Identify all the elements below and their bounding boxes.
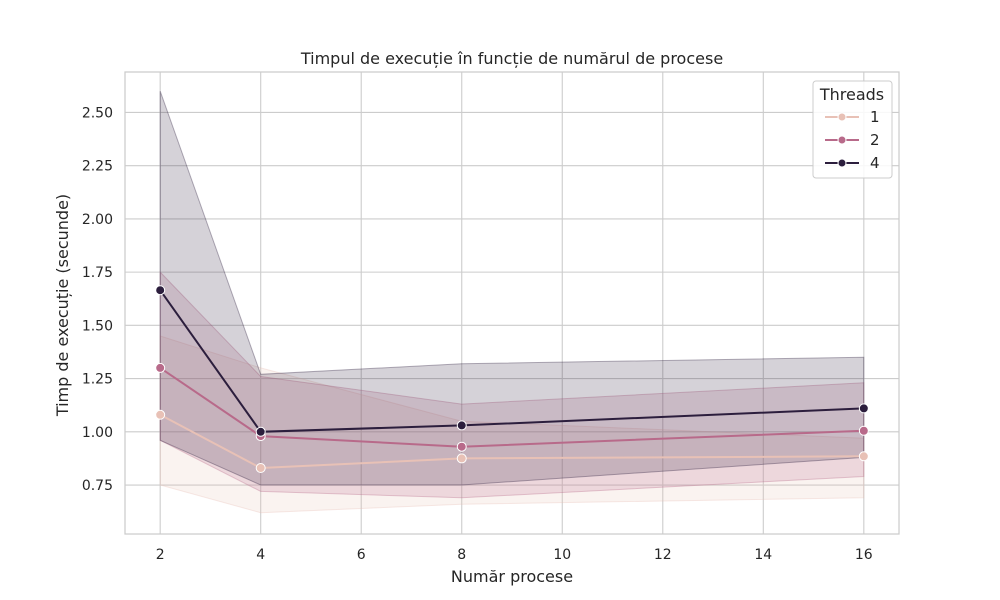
y-tick-label: 2.50 xyxy=(82,105,113,121)
series-lines xyxy=(159,289,864,470)
data-point-4 xyxy=(255,426,266,437)
x-tick-label: 2 xyxy=(156,547,165,563)
legend-marker-4 xyxy=(837,158,847,168)
series-line-4 xyxy=(159,289,864,433)
x-tick-label: 14 xyxy=(754,547,772,563)
data-point-4 xyxy=(155,285,166,296)
x-tick-label: 8 xyxy=(457,547,466,563)
legend-box xyxy=(812,80,893,179)
y-tick-label: 1.50 xyxy=(82,318,113,334)
y-tick-label: 1.00 xyxy=(82,425,113,441)
y-tick-label: 0.75 xyxy=(82,478,113,494)
data-point-4 xyxy=(858,403,869,414)
confidence-bands xyxy=(159,91,865,514)
ci-band-2 xyxy=(159,270,865,499)
data-point-1 xyxy=(155,409,166,420)
y-tick-label: 1.75 xyxy=(82,265,113,281)
x-tick-label: 12 xyxy=(654,547,672,563)
legend-label-1: 1 xyxy=(870,108,880,126)
chart-title: Timpul de execuție în funcție de numărul… xyxy=(300,49,723,68)
legend-marker-1 xyxy=(837,112,847,122)
x-tick-label: 4 xyxy=(256,547,265,563)
data-point-2 xyxy=(456,441,467,452)
plot-frame xyxy=(124,71,900,535)
x-tick-labels: 2 4 6 8 10 12 14 16 xyxy=(156,547,873,563)
data-point-2 xyxy=(858,425,869,436)
data-point-1 xyxy=(858,451,869,462)
x-axis-title: Număr procese xyxy=(451,567,573,586)
data-point-4 xyxy=(456,420,467,431)
x-tick-label: 16 xyxy=(855,547,873,563)
legend-label-4: 4 xyxy=(870,154,880,172)
legend-marker-2 xyxy=(837,135,847,145)
legend-title: Threads xyxy=(819,85,884,104)
x-tick-label: 10 xyxy=(553,547,571,563)
y-tick-label: 2.00 xyxy=(82,212,113,228)
series-line-2 xyxy=(159,367,864,448)
series-line-1 xyxy=(159,413,864,470)
data-point-1 xyxy=(456,453,467,464)
data-point-1 xyxy=(255,463,266,473)
series-markers xyxy=(155,285,869,473)
legend-label-2: 2 xyxy=(870,131,880,149)
y-tick-label: 2.25 xyxy=(82,159,113,175)
data-point-2 xyxy=(155,362,166,373)
y-tick-labels: 0.75 1.00 1.25 1.50 1.75 2.00 2.25 2.50 xyxy=(82,105,113,494)
y-tick-label: 1.25 xyxy=(82,372,113,388)
x-tick-label: 6 xyxy=(357,547,366,563)
legend: Threads 1 2 4 xyxy=(812,80,893,179)
legend-items: 1 2 4 xyxy=(825,108,880,172)
ci-band-1 xyxy=(159,335,865,514)
y-axis-title: Timp de execuție (secunde) xyxy=(53,194,72,417)
